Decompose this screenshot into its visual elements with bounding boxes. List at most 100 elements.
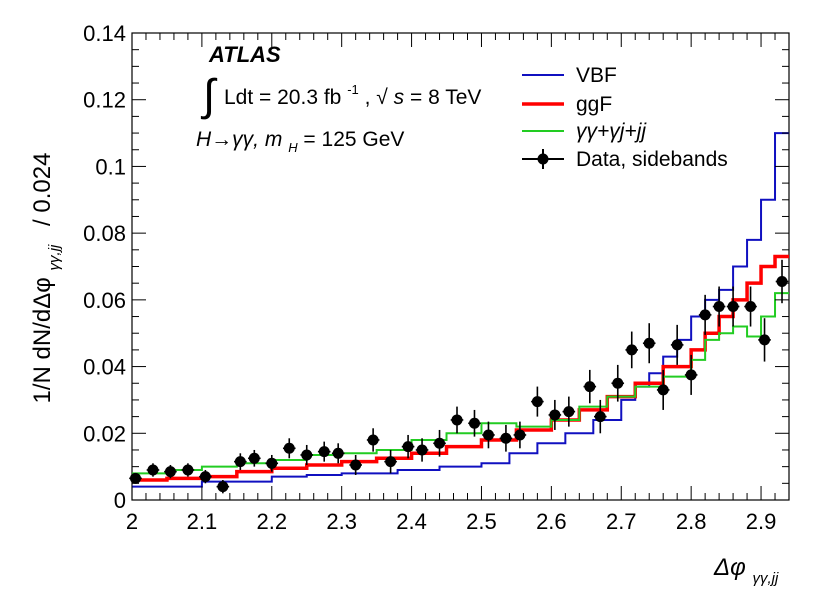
data-point bbox=[499, 424, 513, 452]
data-point-marker bbox=[234, 456, 246, 468]
data-point-marker bbox=[563, 406, 575, 418]
data-point-marker bbox=[685, 369, 697, 381]
data-point bbox=[744, 286, 757, 327]
data-point bbox=[331, 443, 345, 464]
data-point-marker bbox=[402, 441, 414, 453]
x-tick-label: 2.3 bbox=[326, 509, 357, 534]
data-point-marker bbox=[199, 471, 211, 483]
data-point-marker bbox=[451, 414, 463, 426]
legend: VBF ggF γγ+γj+jj Data, sidebands bbox=[522, 64, 728, 171]
data-point bbox=[726, 286, 740, 327]
data-point bbox=[433, 429, 446, 457]
data-point bbox=[384, 449, 397, 474]
legend-label-ggf: ggF bbox=[576, 93, 612, 116]
y-tick-label: 0 bbox=[114, 488, 126, 513]
legend-label-data: Data, sidebands bbox=[576, 148, 728, 171]
process-mass: m bbox=[265, 128, 283, 151]
data-point-marker bbox=[266, 457, 278, 469]
integral-sign: ∫ bbox=[200, 71, 218, 120]
data-point-marker bbox=[350, 459, 362, 471]
data-point bbox=[401, 434, 415, 459]
series-line-0 bbox=[132, 132, 789, 488]
data-point bbox=[531, 386, 544, 417]
x-tick-label: 2.7 bbox=[606, 509, 637, 534]
data-point bbox=[199, 469, 212, 484]
legend-entry-ggf: ggF bbox=[522, 93, 612, 116]
atlas-annotation: ATLAS ∫ Ldt = 20.3 fb -1 , √ s = 8 TeV H… bbox=[196, 42, 481, 155]
lumi-exponent: -1 bbox=[347, 82, 359, 97]
data-point bbox=[300, 444, 314, 465]
y-tick-label: 0.1 bbox=[95, 154, 126, 179]
atlas-label: ATLAS bbox=[208, 42, 281, 67]
process-mass-sub: H bbox=[288, 140, 298, 155]
legend-entry-vbf: VBF bbox=[522, 64, 617, 87]
x-tick-label: 2.8 bbox=[676, 509, 707, 534]
data-point bbox=[366, 428, 380, 452]
data-point bbox=[684, 354, 698, 395]
data-point-marker bbox=[416, 444, 428, 456]
y-axis-label: 1/N dN/dΔφ γγ,jj / 0.024 bbox=[29, 153, 65, 404]
data-point-marker bbox=[248, 452, 260, 464]
energy-prefix: , √ bbox=[365, 86, 389, 109]
data-point bbox=[181, 463, 195, 477]
x-tick-label: 2.4 bbox=[396, 509, 427, 534]
data-point-marker bbox=[182, 464, 194, 476]
data-point-marker bbox=[759, 334, 771, 346]
data-point-marker bbox=[164, 466, 176, 478]
legend-entry-data: Data, sidebands bbox=[522, 148, 728, 171]
data-point bbox=[349, 454, 362, 475]
data-point-marker bbox=[776, 276, 788, 288]
data-point-marker bbox=[217, 481, 229, 493]
y-tick-label: 0.14 bbox=[83, 21, 126, 46]
data-point bbox=[562, 396, 576, 427]
process-suffix: = 125 GeV bbox=[303, 128, 404, 151]
data-point-marker bbox=[713, 301, 725, 313]
data-point bbox=[482, 421, 495, 449]
data-point-marker bbox=[699, 309, 711, 321]
data-point-marker bbox=[584, 381, 596, 393]
legend-label-vbf: VBF bbox=[576, 64, 617, 87]
data-point bbox=[248, 449, 261, 467]
x-tick-label: 2 bbox=[126, 509, 138, 534]
y-axis-label-suffix: / 0.024 bbox=[29, 153, 56, 226]
data-point-marker bbox=[318, 446, 330, 458]
x-axis-label-sub: γγ,jj bbox=[752, 570, 779, 587]
legend-entry-background: γγ+γj+jj bbox=[522, 120, 647, 143]
data-point bbox=[234, 453, 247, 470]
axes-layer: 2 2.1 2.2 2.3 2.4 2.5 2.6 2.7 2.8 2.9 0 0.02 0.04 0.0… bbox=[83, 21, 790, 534]
data-point-marker bbox=[500, 432, 512, 444]
data-point-marker bbox=[671, 339, 683, 351]
x-tick-label: 2.6 bbox=[536, 509, 567, 534]
histogram-layer bbox=[132, 132, 789, 488]
data-point bbox=[670, 324, 684, 365]
y-axis-label-main: 1/N dN/dΔφ bbox=[29, 277, 56, 403]
data-point bbox=[164, 464, 177, 479]
data-point-marker bbox=[549, 409, 561, 421]
data-point-marker bbox=[482, 429, 494, 441]
y-axis-label-sub: γγ,jj bbox=[46, 244, 63, 271]
data-point bbox=[625, 331, 639, 369]
y-tick-label: 0.08 bbox=[83, 221, 126, 246]
data-point-marker bbox=[385, 456, 397, 468]
lumi-prefix: Ldt = 20.3 fb bbox=[224, 86, 341, 109]
data-point bbox=[583, 369, 597, 404]
energy-s: s bbox=[394, 86, 405, 109]
data-point bbox=[282, 438, 296, 459]
data-point bbox=[611, 364, 625, 402]
process-prefix: H→γγ, bbox=[196, 128, 265, 151]
data-point bbox=[698, 294, 712, 335]
data-point bbox=[758, 318, 771, 362]
data-point-marker bbox=[643, 337, 655, 349]
data-point bbox=[265, 454, 279, 472]
data-point bbox=[468, 409, 481, 437]
legend-swatch-data-marker bbox=[537, 153, 549, 165]
data-point-marker bbox=[129, 472, 141, 484]
x-tick-label: 2.1 bbox=[187, 509, 218, 534]
x-tick-label: 2.5 bbox=[466, 509, 497, 534]
data-point-marker bbox=[332, 447, 344, 459]
y-tick-label: 0.02 bbox=[83, 421, 126, 446]
data-point-marker bbox=[514, 429, 526, 441]
data-point-marker bbox=[657, 384, 669, 396]
data-point bbox=[129, 472, 142, 484]
